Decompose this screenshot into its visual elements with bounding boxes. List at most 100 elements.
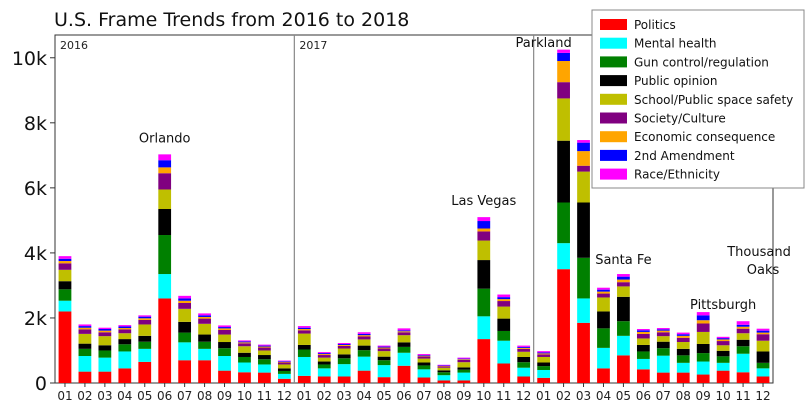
bar-segment [716, 362, 730, 371]
bar-segment [497, 299, 511, 302]
bar-segment [297, 333, 311, 345]
bar-segment [277, 368, 291, 371]
bar-segment [58, 281, 72, 290]
bar-segment [756, 330, 770, 333]
event-annotation: Thousand [726, 245, 791, 260]
bar-segment [58, 256, 72, 259]
bar-segment [258, 355, 271, 360]
bar-segment [178, 298, 192, 301]
bar-stack [178, 295, 192, 383]
bar-segment [656, 372, 670, 383]
bar-segment [537, 352, 551, 354]
event-annotation: Oaks [747, 263, 780, 278]
legend-item: Race/Ethnicity [600, 168, 720, 182]
bar-segment [258, 372, 271, 383]
x-tick-label: 09 [696, 389, 711, 403]
bar-segment [696, 343, 710, 354]
bar-stack [716, 336, 730, 383]
bar-segment [78, 343, 92, 349]
bar-segment [357, 356, 371, 371]
bar-segment [656, 330, 670, 333]
bar-segment [198, 360, 211, 383]
bar-segment [357, 345, 371, 351]
legend-item: Economic consequence [600, 130, 775, 144]
x-tick-label: 01 [536, 389, 551, 403]
bar-segment [297, 326, 311, 328]
bar-segment [597, 291, 610, 294]
bar-segment [617, 335, 630, 356]
bar-segment [636, 351, 650, 359]
legend-swatch [600, 131, 627, 143]
bar-segment [756, 334, 770, 341]
bar-segment [98, 327, 112, 330]
bar-segment [477, 240, 491, 261]
bar-segment [736, 328, 750, 334]
bar-segment [736, 339, 750, 347]
bar-segment [158, 189, 172, 209]
bar-segment [676, 335, 690, 338]
bar-segment [377, 345, 391, 347]
bar-segment [597, 297, 610, 312]
bar-segment [617, 274, 630, 277]
bar-segment [417, 355, 431, 356]
bar-segment [676, 342, 690, 349]
bar-segment [317, 355, 331, 358]
legend-swatch [600, 168, 627, 180]
bar-segment [537, 369, 551, 378]
legend-item: Mental health [600, 37, 717, 51]
bar-segment [78, 371, 92, 383]
legend-item: 2nd Amendment [600, 149, 735, 163]
bar-segment [517, 362, 531, 368]
bar-segment [78, 333, 92, 344]
bar-segment [118, 333, 132, 340]
bar-segment [417, 354, 431, 356]
bar-stack [258, 344, 271, 383]
bar-stack [357, 332, 371, 383]
bar-segment [517, 346, 531, 348]
bar-segment [557, 52, 570, 62]
x-tick-label: 02 [317, 389, 332, 403]
bar-segment [597, 287, 610, 290]
x-tick-label: 07 [177, 389, 192, 403]
bar-segment [218, 328, 231, 330]
legend-item: School/Public space safety [600, 93, 793, 107]
x-tick-label: 04 [356, 389, 371, 403]
bar-segment [537, 377, 551, 383]
bar-segment [218, 356, 231, 371]
bar-segment [477, 260, 491, 289]
bar-segment [238, 341, 251, 343]
bar-segment [676, 372, 690, 383]
bar-segment [377, 377, 391, 383]
bar-segment [676, 348, 690, 356]
bar-segment [78, 327, 92, 330]
bar-segment [537, 356, 551, 363]
bar-segment [716, 341, 730, 346]
legend-label: School/Public space safety [634, 93, 793, 107]
bars [58, 49, 770, 383]
bar-segment [577, 322, 590, 383]
x-tick-label: 05 [137, 389, 152, 403]
bar-segment [497, 306, 511, 319]
bar-segment [736, 321, 750, 325]
bar-segment [337, 348, 351, 355]
bar-segment [397, 331, 411, 333]
bar-segment [756, 328, 770, 331]
bar-segment [198, 348, 211, 361]
bar-segment [317, 364, 331, 369]
bar-segment [98, 371, 112, 383]
bar-segment [138, 361, 152, 383]
bar-segment [417, 362, 431, 366]
bar-segment [258, 350, 271, 356]
bar-segment [437, 375, 451, 381]
legend-swatch [600, 149, 627, 161]
bar-segment [198, 341, 211, 349]
event-annotation: Orlando [139, 131, 191, 146]
bar-segment [457, 359, 471, 363]
bar-segment [557, 269, 570, 383]
bar-segment [497, 330, 511, 341]
bar-segment [178, 360, 192, 383]
legend-item: Gun control/regulation [600, 55, 769, 69]
bar-segment [437, 372, 451, 376]
bar-segment [696, 312, 710, 316]
bar-segment [597, 311, 610, 329]
